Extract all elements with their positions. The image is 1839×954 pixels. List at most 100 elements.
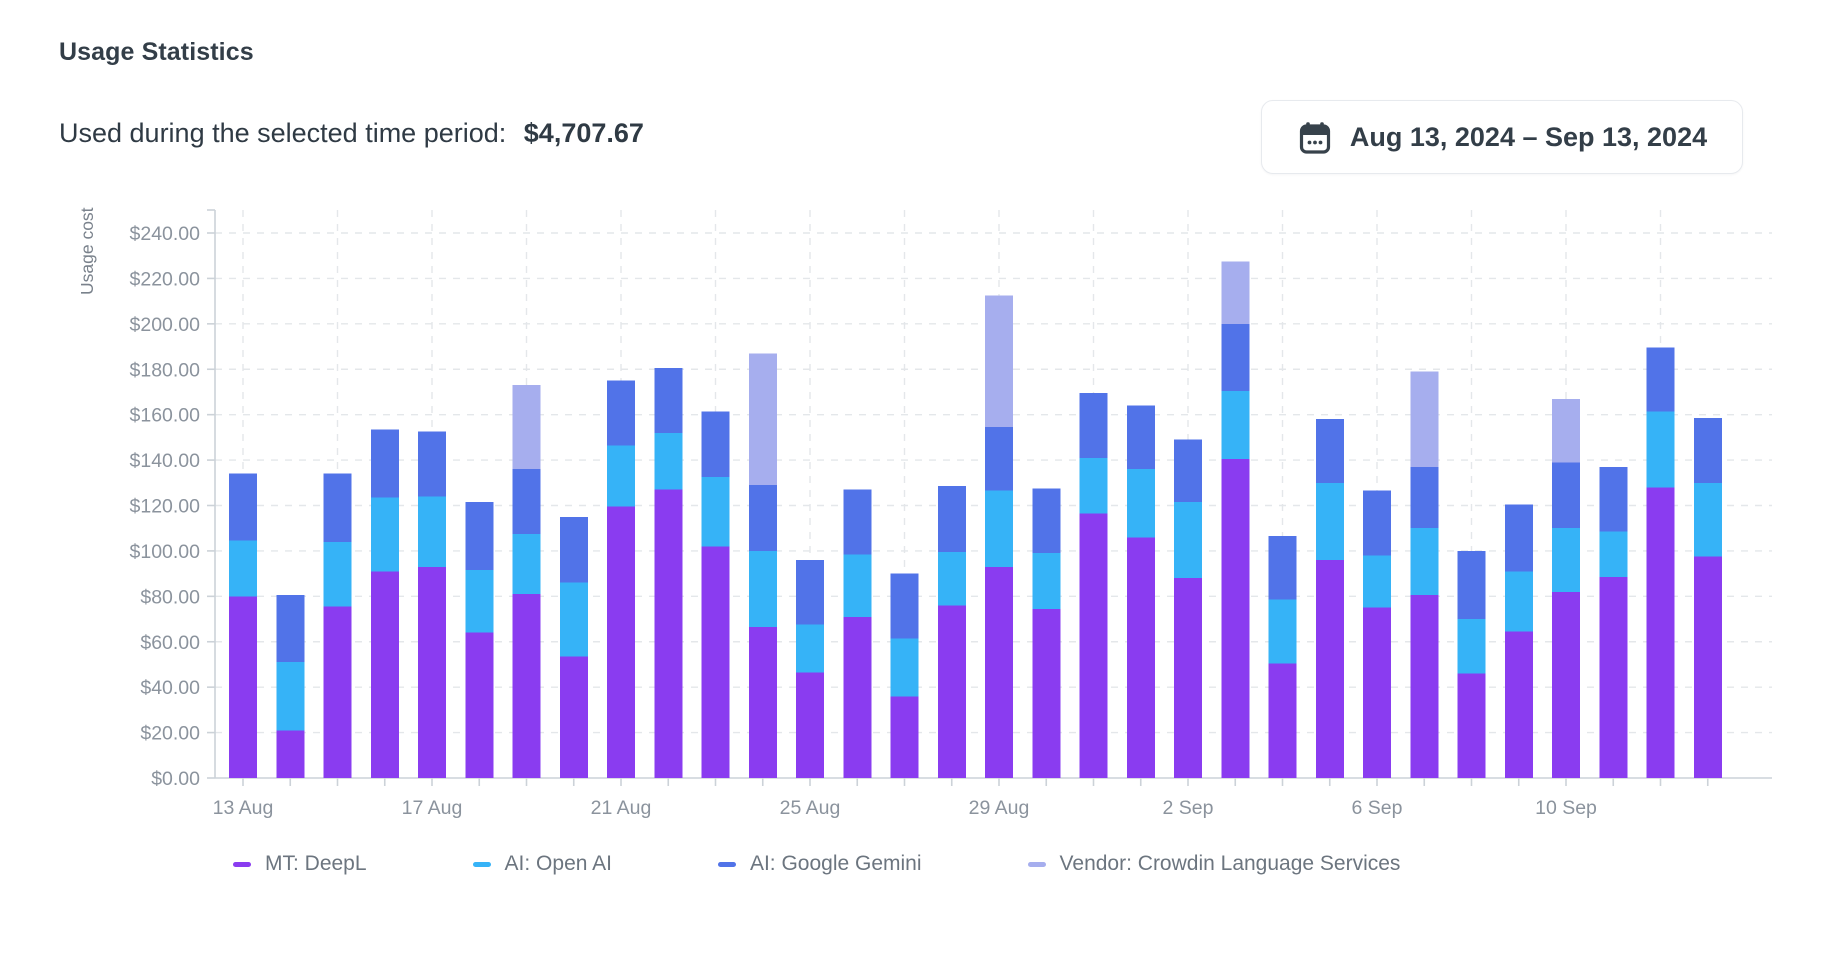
bar-segment-gemini[interactable] [1221, 323, 1250, 391]
bar-segment-openai[interactable] [1693, 482, 1722, 557]
bar-segment-deepl[interactable] [323, 606, 352, 778]
bar-segment-openai[interactable] [1126, 469, 1155, 538]
bar-15-Aug[interactable] [323, 473, 352, 778]
bar-segment-gemini[interactable] [1599, 466, 1628, 532]
bar-segment-openai[interactable] [654, 432, 683, 490]
bar-13-Aug[interactable] [229, 473, 257, 778]
bar-4-Sep[interactable] [1268, 536, 1297, 778]
bar-segment-openai[interactable] [1646, 411, 1675, 488]
bar-segment-gemini[interactable] [323, 473, 352, 542]
bar-segment-openai[interactable] [1552, 528, 1580, 592]
bar-28-Aug[interactable] [937, 486, 966, 778]
legend-item-openai[interactable]: AI: Open AI [472, 852, 612, 876]
bar-segment-deepl[interactable] [559, 656, 588, 778]
bar-segment-deepl[interactable] [276, 730, 305, 778]
bar-segment-deepl[interactable] [1221, 458, 1250, 778]
bar-segment-openai[interactable] [701, 477, 730, 547]
bar-segment-crowdin[interactable] [985, 295, 1013, 428]
bar-segment-deepl[interactable] [1032, 608, 1061, 778]
bar-segment-crowdin[interactable] [748, 353, 777, 486]
bar-20-Aug[interactable] [559, 516, 588, 778]
bar-23-Aug[interactable] [701, 411, 730, 778]
bar-segment-deepl[interactable] [748, 626, 777, 778]
bar-segment-gemini[interactable] [1552, 462, 1580, 529]
bar-segment-deepl[interactable] [370, 571, 399, 778]
bar-segment-deepl[interactable] [1174, 578, 1202, 778]
bar-segment-deepl[interactable] [1268, 663, 1297, 778]
bar-segment-deepl[interactable] [701, 546, 730, 778]
bar-segment-gemini[interactable] [465, 502, 494, 571]
bar-segment-openai[interactable] [559, 582, 588, 657]
bar-segment-gemini[interactable] [748, 485, 777, 551]
bar-segment-gemini[interactable] [796, 560, 824, 625]
bar-segment-gemini[interactable] [937, 486, 966, 553]
bar-segment-deepl[interactable] [937, 605, 966, 778]
bar-segment-openai[interactable] [1504, 571, 1533, 632]
bar-segment-crowdin[interactable] [1221, 261, 1250, 324]
bar-29-Aug[interactable] [985, 295, 1013, 778]
bar-segment-gemini[interactable] [654, 368, 683, 433]
legend-item-deepl[interactable]: MT: DeepL [233, 852, 367, 876]
bar-16-Aug[interactable] [370, 429, 399, 778]
bar-segment-deepl[interactable] [1552, 591, 1580, 778]
bar-segment-gemini[interactable] [1410, 466, 1439, 529]
bar-19-Aug[interactable] [512, 385, 541, 778]
bar-segment-gemini[interactable] [1315, 419, 1344, 483]
bar-segment-deepl[interactable] [465, 632, 494, 778]
bar-segment-gemini[interactable] [701, 411, 730, 478]
bar-segment-gemini[interactable] [1174, 439, 1202, 503]
date-range-button[interactable]: Aug 13, 2024 – Sep 13, 2024 [1261, 100, 1743, 174]
bar-segment-deepl[interactable] [1599, 577, 1628, 778]
bar-segment-deepl[interactable] [1693, 556, 1722, 778]
bar-segment-openai[interactable] [1174, 502, 1202, 579]
bar-30-Aug[interactable] [1032, 488, 1061, 778]
bar-5-Sep[interactable] [1315, 419, 1344, 778]
bar-2-Sep[interactable] [1174, 439, 1202, 778]
bar-segment-openai[interactable] [465, 570, 494, 633]
bar-8-Sep[interactable] [1457, 550, 1486, 778]
bar-9-Sep[interactable] [1504, 504, 1533, 778]
bar-segment-gemini[interactable] [370, 429, 399, 498]
bar-12-Sep[interactable] [1646, 347, 1675, 778]
legend-item-gemini[interactable]: AI: Google Gemini [717, 852, 922, 876]
bar-segment-gemini[interactable] [1363, 490, 1391, 556]
bar-segment-gemini[interactable] [276, 595, 305, 663]
bar-segment-openai[interactable] [512, 533, 541, 595]
bar-segment-gemini[interactable] [512, 469, 541, 534]
bar-segment-gemini[interactable] [1457, 550, 1486, 620]
bar-segment-deepl[interactable] [1363, 607, 1391, 778]
bar-24-Aug[interactable] [748, 353, 777, 778]
bar-segment-gemini[interactable] [1268, 536, 1297, 600]
bar-segment-crowdin[interactable] [1552, 398, 1580, 463]
bar-segment-openai[interactable] [890, 638, 919, 697]
bar-segment-deepl[interactable] [654, 489, 683, 778]
bar-segment-gemini[interactable] [985, 427, 1013, 491]
legend-item-crowdin[interactable]: Vendor: Crowdin Language Services [1027, 852, 1400, 876]
bar-segment-openai[interactable] [370, 497, 399, 572]
bar-21-Aug[interactable] [607, 380, 635, 778]
bar-segment-openai[interactable] [796, 624, 824, 673]
bar-segment-gemini[interactable] [1646, 347, 1675, 412]
bar-7-Sep[interactable] [1410, 371, 1439, 778]
bar-segment-gemini[interactable] [229, 473, 257, 541]
bar-segment-openai[interactable] [1221, 390, 1250, 459]
bar-segment-openai[interactable] [418, 496, 446, 567]
bar-3-Sep[interactable] [1221, 261, 1250, 778]
bar-segment-gemini[interactable] [1126, 405, 1155, 470]
bar-25-Aug[interactable] [796, 560, 824, 778]
bar-segment-deepl[interactable] [985, 566, 1013, 778]
bar-1-Sep[interactable] [1126, 405, 1155, 778]
bar-segment-gemini[interactable] [1079, 393, 1108, 458]
bar-17-Aug[interactable] [418, 431, 446, 778]
bar-segment-deepl[interactable] [1126, 537, 1155, 778]
bar-segment-deepl[interactable] [890, 696, 919, 778]
bar-segment-openai[interactable] [323, 541, 352, 607]
bar-segment-gemini[interactable] [890, 573, 919, 639]
bar-segment-gemini[interactable] [1032, 488, 1061, 554]
bar-segment-deepl[interactable] [418, 566, 446, 778]
bar-segment-openai[interactable] [748, 550, 777, 627]
bar-segment-deepl[interactable] [1410, 595, 1439, 778]
bar-segment-deepl[interactable] [229, 596, 257, 778]
bar-segment-crowdin[interactable] [512, 385, 541, 470]
bar-segment-deepl[interactable] [843, 616, 872, 778]
